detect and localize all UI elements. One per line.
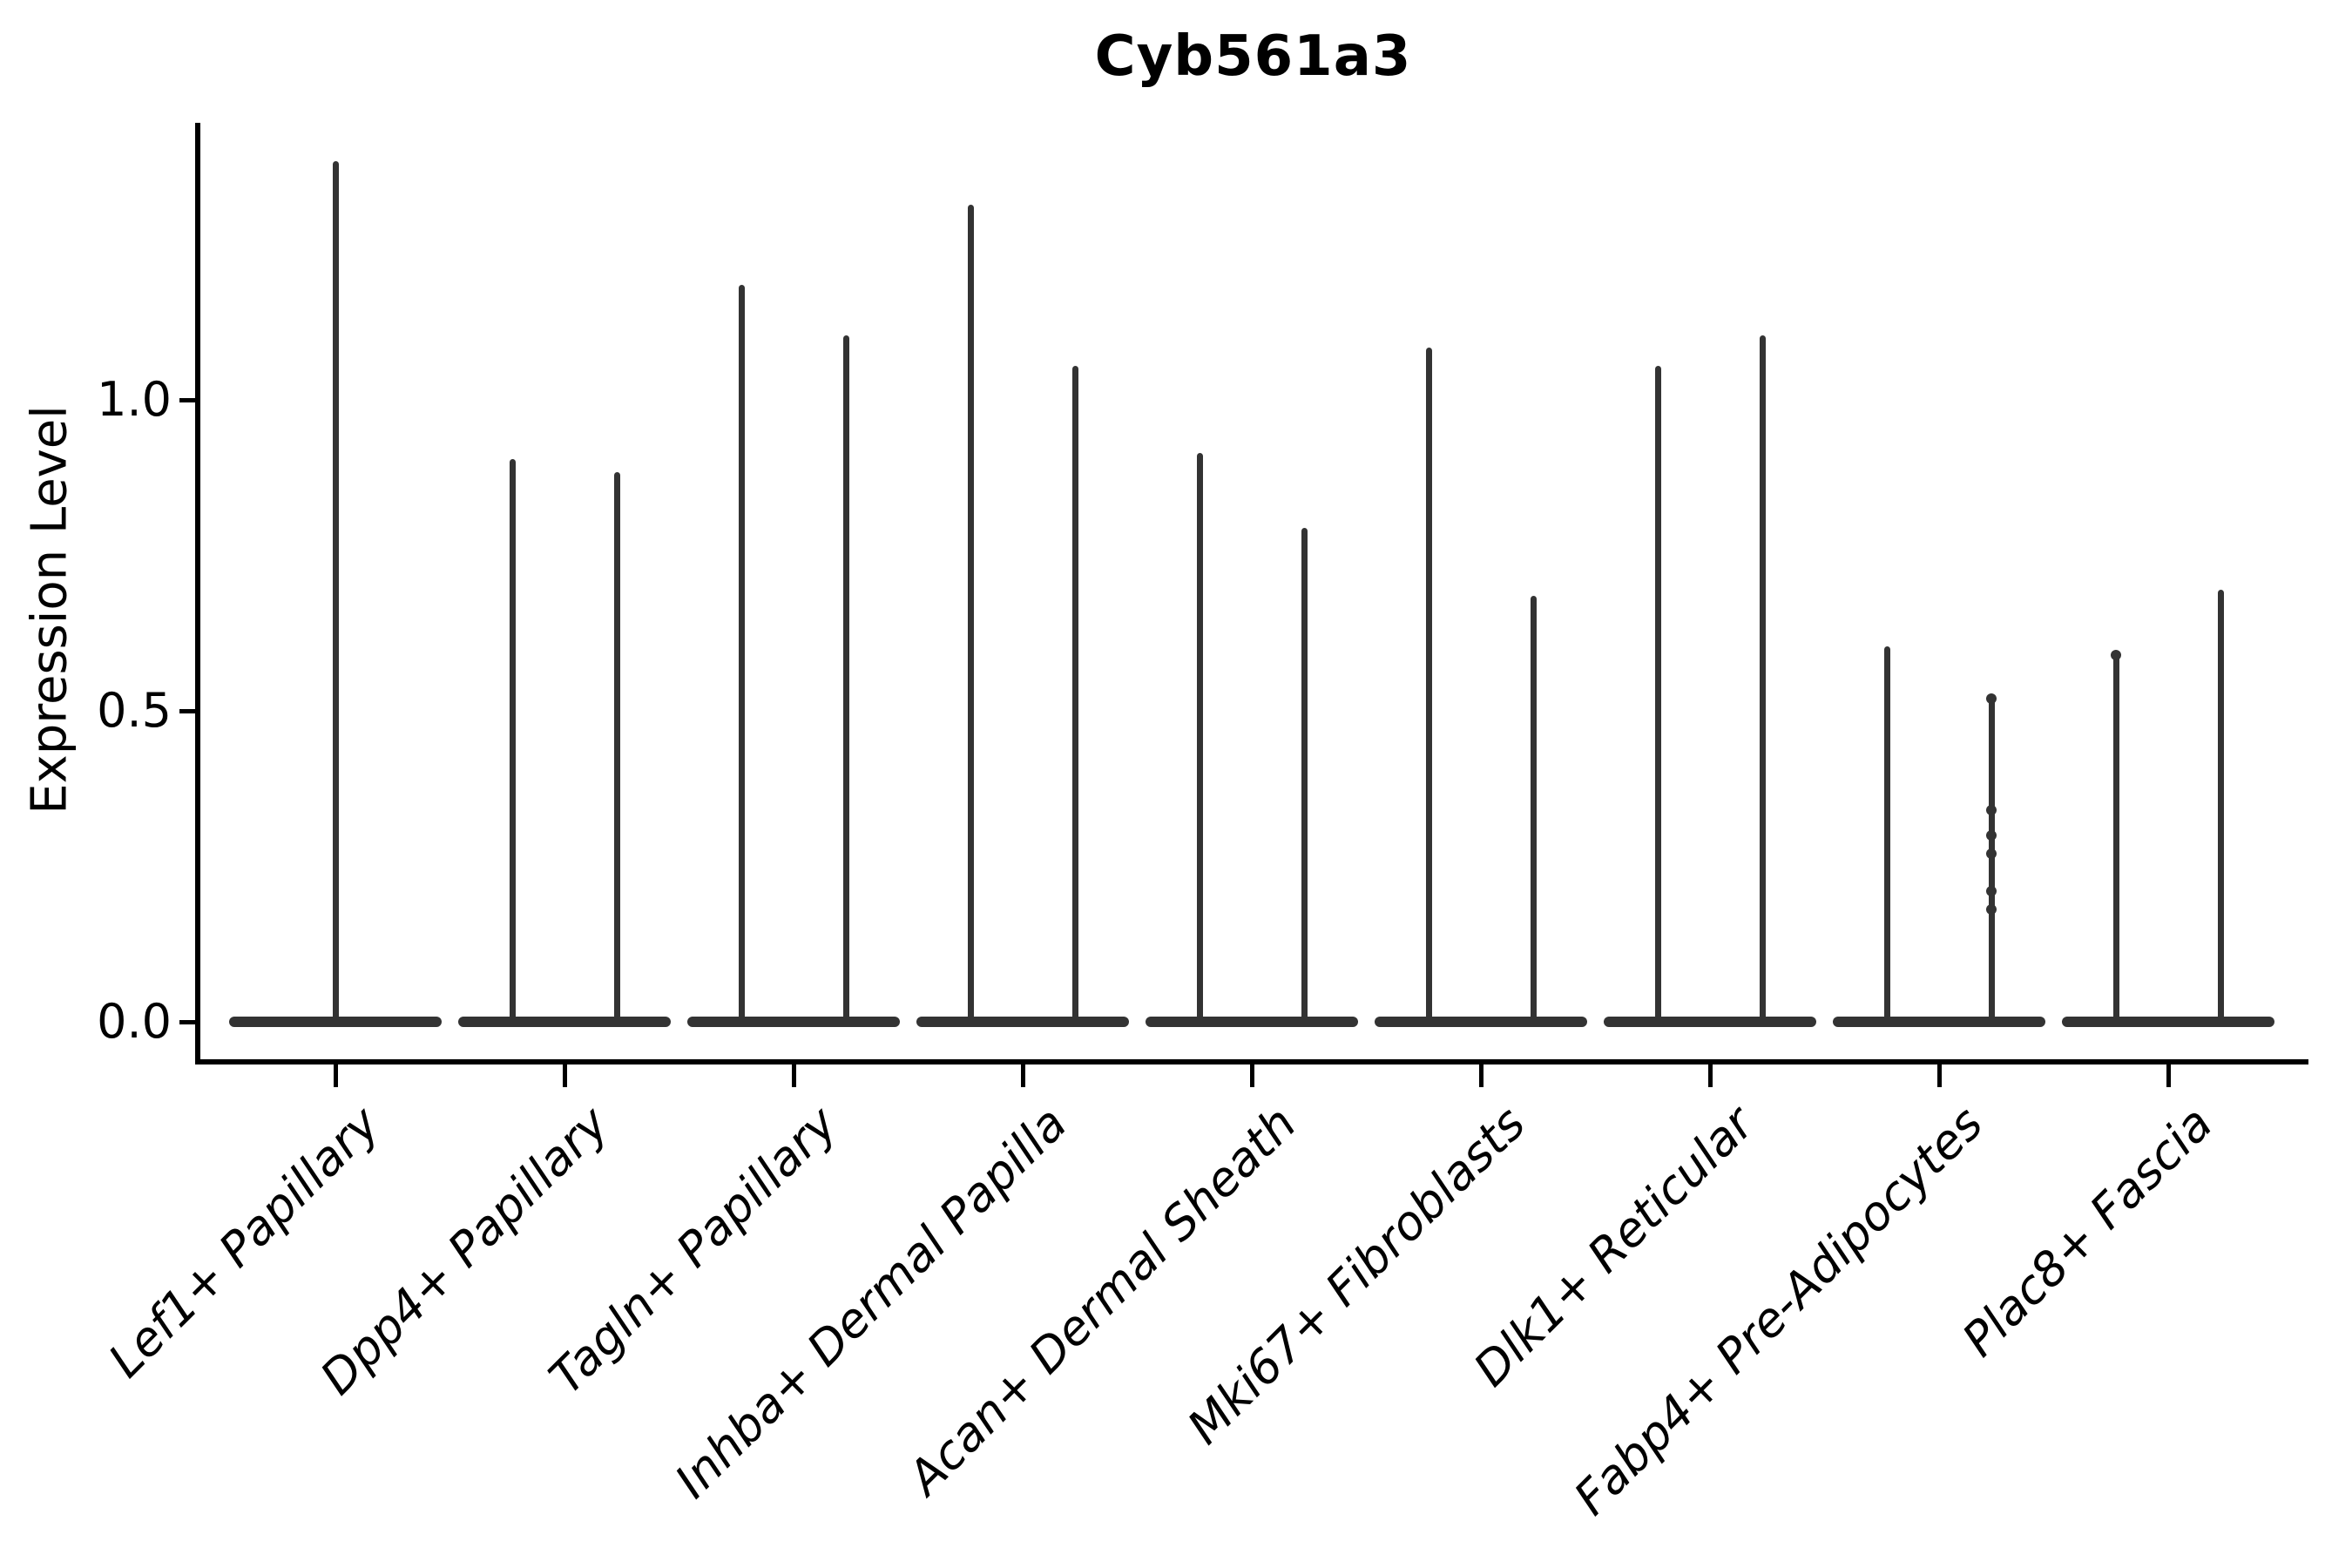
violin-spike xyxy=(1531,596,1537,1027)
y-tick-label: 0.0 xyxy=(97,994,172,1049)
x-tick-mark xyxy=(563,1064,567,1087)
x-tick-label: Inhba+ Dermal Papilla xyxy=(664,1096,1078,1509)
violin-spike xyxy=(333,160,339,1027)
violin-spike xyxy=(843,335,849,1027)
violin-spike xyxy=(1197,453,1203,1027)
violin-base xyxy=(916,1017,1129,1027)
violin-base xyxy=(1833,1017,2045,1027)
x-tick-mark xyxy=(1937,1064,1942,1087)
y-tick-label: 1.0 xyxy=(97,372,172,427)
violin-base xyxy=(2062,1017,2274,1027)
violin-base xyxy=(1604,1017,1816,1027)
x-tick-mark xyxy=(1021,1064,1025,1087)
x-tick-label: Acan+ Dermal Sheath xyxy=(896,1096,1307,1505)
x-tick-label: Fabp4+ Pre-Adipocytes xyxy=(1564,1096,1994,1526)
x-tick-mark xyxy=(2166,1064,2171,1087)
data-point xyxy=(1986,886,1997,897)
x-tick-mark xyxy=(1708,1064,1713,1087)
data-point xyxy=(1986,805,1997,816)
y-axis-label: Expression Level xyxy=(21,405,78,814)
data-point xyxy=(2111,649,2121,660)
violin-spike xyxy=(2113,652,2119,1027)
x-tick-mark xyxy=(1250,1064,1254,1087)
violin-spike xyxy=(510,459,516,1027)
x-tick-label: Plac8+ Fascia xyxy=(1951,1096,2223,1368)
data-point xyxy=(1986,904,1997,916)
x-tick-mark xyxy=(1479,1064,1484,1087)
y-tick-mark xyxy=(179,398,198,402)
x-tick-mark xyxy=(334,1064,338,1087)
violin-spike xyxy=(1426,347,1432,1027)
violin-spike xyxy=(1989,695,1995,1027)
violin-spike xyxy=(1072,366,1078,1027)
violin-spike xyxy=(739,285,745,1027)
violin-base xyxy=(1375,1017,1587,1027)
data-point xyxy=(1986,693,1997,704)
y-tick-mark xyxy=(179,1020,198,1024)
violin-spike xyxy=(1760,335,1766,1027)
violin-base xyxy=(687,1017,900,1027)
y-axis-spine xyxy=(195,123,200,1064)
page-title: Cyb561a3 xyxy=(1094,24,1412,89)
violin-spike xyxy=(1655,366,1661,1027)
y-tick-mark xyxy=(179,709,198,713)
violin-spike xyxy=(2218,590,2224,1027)
data-point xyxy=(1986,829,1997,841)
y-tick-label: 0.5 xyxy=(97,683,172,738)
violin-base xyxy=(458,1017,671,1027)
violin-spike xyxy=(1884,645,1890,1027)
violin-spike xyxy=(1301,527,1308,1027)
violin-spike xyxy=(968,204,974,1027)
violin-base xyxy=(1146,1017,1358,1027)
violin-spike xyxy=(614,471,620,1027)
x-axis-spine xyxy=(195,1059,2308,1064)
data-point xyxy=(1986,848,1997,860)
x-tick-mark xyxy=(792,1064,796,1087)
